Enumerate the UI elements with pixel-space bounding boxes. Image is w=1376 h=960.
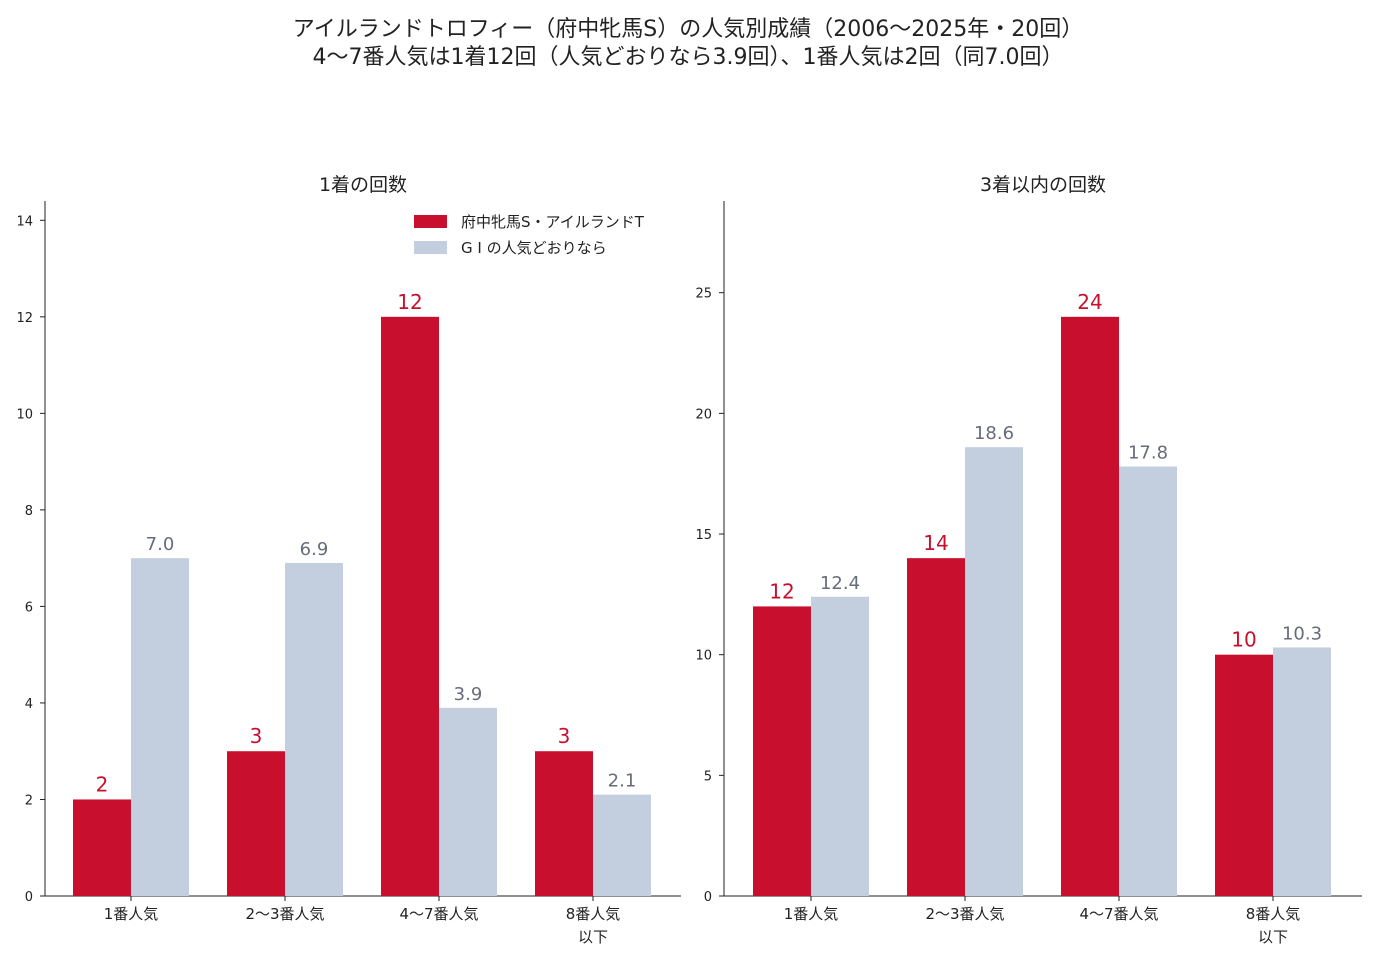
x-tick-label: 1番人気 (784, 905, 839, 923)
data-label-expected: 12.4 (820, 573, 860, 594)
data-label-actual: 12 (769, 579, 794, 603)
y-tick-label: 8 (25, 504, 33, 519)
subplot-title: 1着の回数 (319, 174, 407, 196)
x-tick-label: 2〜3番人気 (925, 905, 1004, 923)
y-tick-label: 25 (695, 287, 712, 302)
bar-expected (131, 558, 189, 896)
bar-expected (811, 596, 869, 896)
y-tick-label: 15 (695, 528, 712, 543)
y-tick-label: 6 (25, 600, 33, 615)
data-label-actual: 12 (397, 290, 422, 314)
y-tick-label: 4 (25, 697, 33, 712)
chart-panel-wins: 1着の回数 0 2 4 6 8 10 12 14 2 7.0 1番人気 3 6.9 2〜3番人気 12 3.9 4… (16, 174, 681, 946)
bar-actual (907, 558, 965, 896)
figure-title-line1: アイルランドトロフィー（府中牝馬S）の人気別成績（2006〜2025年・20回） (293, 17, 1083, 42)
legend-label: 府中牝馬S・アイルランドT (461, 213, 645, 231)
y-tick-label: 5 (704, 769, 712, 784)
bar-expected (1273, 647, 1331, 896)
x-tick-label: 8番人気 (566, 905, 621, 923)
bar-actual (227, 751, 285, 896)
data-label-actual: 14 (923, 531, 948, 555)
bar-actual (73, 799, 131, 896)
y-tick-label: 2 (25, 793, 33, 808)
subplot-title: 3着以内の回数 (980, 174, 1106, 196)
chart-panel-top3: 3着以内の回数 0 5 10 15 20 25 12 12.4 1番人気 14 18.6 2〜3番人気 2… (695, 174, 1362, 946)
data-label-actual: 2 (96, 772, 109, 796)
y-tick-label: 10 (16, 407, 33, 422)
legend-label: G I の人気どおりなら (461, 239, 607, 257)
y-tick-label: 0 (704, 890, 712, 905)
figure-title-line2: 4〜7番人気は1着12回（人気どおりなら3.9回）、1番人気は2回（同7.0回） (313, 45, 1064, 70)
bar-actual (753, 606, 811, 896)
bar-actual (381, 316, 439, 896)
y-tick-label: 20 (695, 407, 712, 422)
data-label-actual: 3 (250, 724, 263, 748)
bar-expected (285, 562, 343, 896)
bar-actual (1215, 654, 1273, 896)
legend-swatch (414, 215, 447, 228)
data-label-actual: 10 (1231, 628, 1256, 652)
x-tick-label: 4〜7番人気 (1079, 905, 1158, 923)
y-tick-label: 10 (695, 649, 712, 664)
x-tick-label: 2〜3番人気 (245, 905, 324, 923)
bar-expected (965, 447, 1023, 896)
y-tick-label: 0 (25, 890, 33, 905)
data-label-actual: 24 (1077, 290, 1102, 314)
data-label-expected: 10.3 (1282, 623, 1322, 644)
bar-expected (1119, 466, 1177, 896)
bar-expected (439, 707, 497, 896)
data-label-actual: 3 (558, 724, 571, 748)
data-label-expected: 17.8 (1128, 442, 1168, 463)
x-tick-label: 1番人気 (104, 905, 159, 923)
legend-swatch (414, 241, 447, 254)
y-tick-label: 14 (16, 214, 33, 229)
bar-actual (535, 751, 593, 896)
data-label-expected: 3.9 (454, 684, 483, 705)
data-label-expected: 18.6 (974, 423, 1014, 444)
x-tick-label: 4〜7番人気 (399, 905, 478, 923)
legend: 府中牝馬S・アイルランドT G I の人気どおりなら (414, 213, 645, 257)
data-label-expected: 7.0 (146, 534, 175, 555)
data-label-expected: 2.1 (608, 771, 637, 792)
bar-expected (593, 794, 651, 896)
x-tick-label: 以下 (578, 928, 608, 946)
data-label-expected: 6.9 (300, 539, 329, 560)
x-tick-label: 8番人気 (1246, 905, 1301, 923)
y-tick-label: 12 (16, 311, 33, 326)
bar-actual (1061, 316, 1119, 896)
x-tick-label: 以下 (1258, 928, 1288, 946)
